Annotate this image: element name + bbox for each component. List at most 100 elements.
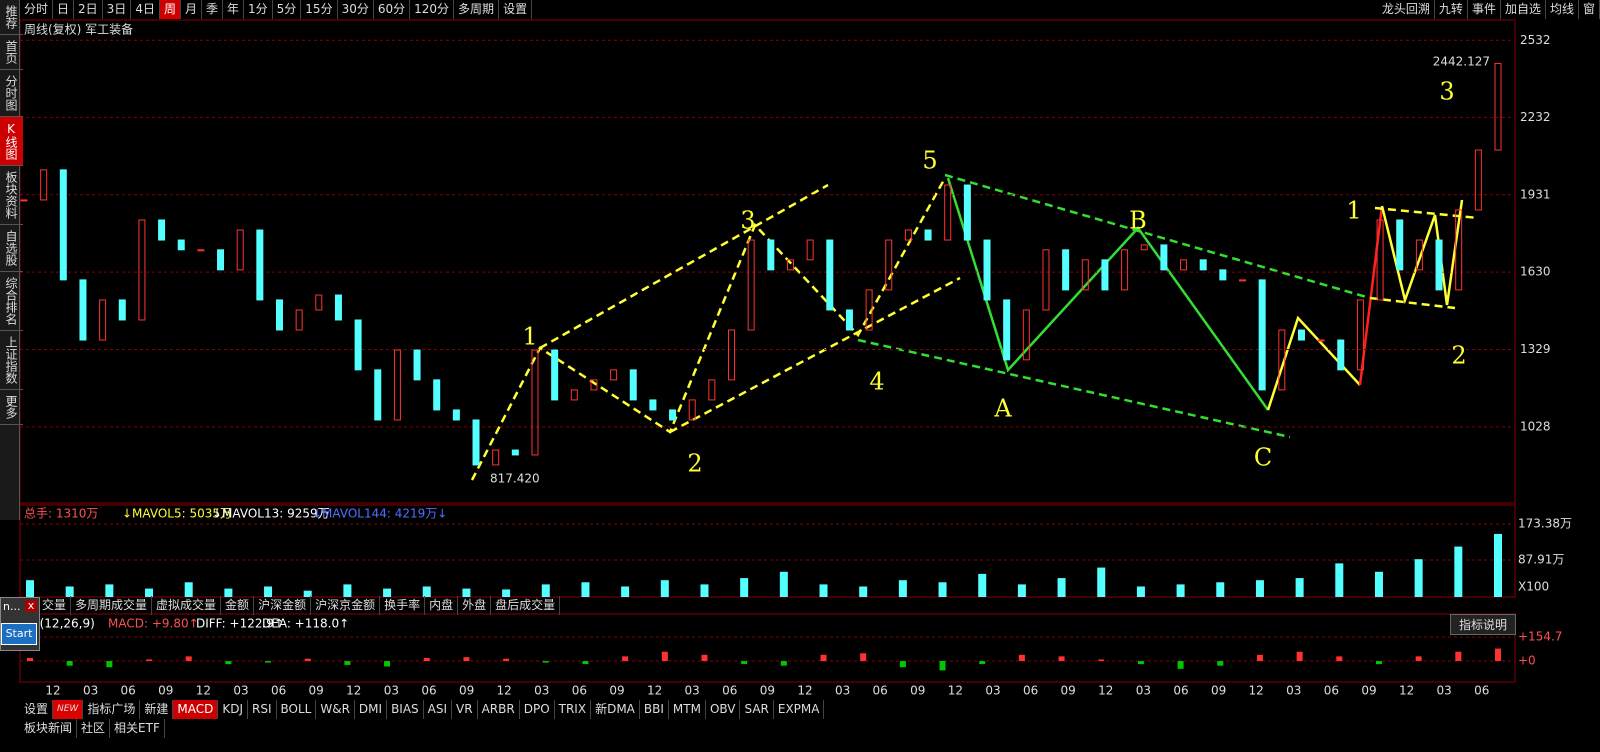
tool-button[interactable]: 加自选 — [1501, 0, 1546, 19]
period-button[interactable]: 30分 — [338, 0, 374, 19]
tool-button[interactable]: 九转 — [1435, 0, 1468, 19]
macd-bar — [979, 661, 986, 665]
candle — [1160, 244, 1168, 271]
right-toolbar: 龙头回溯 九转 事件 加自选 均线窗 — [1378, 0, 1600, 19]
volume-tab[interactable]: 盘后成交量 — [491, 596, 561, 615]
period-button[interactable]: 15分 — [301, 0, 338, 19]
x-tick-label: 03 — [985, 684, 1000, 698]
volume-tab[interactable]: 虚拟成交量 — [152, 596, 222, 615]
volume-tab[interactable]: 沪深京金额 — [311, 596, 381, 615]
volume-tab[interactable]: 内盘 — [425, 596, 459, 615]
bottom-tab[interactable]: 社区 — [77, 719, 111, 738]
indicator-button[interactable]: OBV — [706, 700, 741, 719]
period-button[interactable]: 4日 — [131, 0, 160, 19]
indicator-button[interactable]: BBI — [640, 700, 669, 719]
period-button[interactable]: 60分 — [374, 0, 411, 19]
wave-line — [946, 177, 1270, 411]
indicator-button[interactable]: TRIX — [555, 700, 592, 719]
macd-bar — [503, 658, 510, 662]
indicator-button[interactable]: 设置 — [20, 700, 54, 719]
start-button[interactable]: Start — [1, 623, 37, 645]
period-button[interactable]: 周 — [159, 0, 181, 19]
macd-bar — [1296, 651, 1303, 662]
indicator-button[interactable]: ASI — [424, 700, 453, 719]
indicator-button[interactable]: DMI — [355, 700, 388, 719]
volume-tab[interactable]: 多周期成交量 — [71, 596, 153, 615]
period-button[interactable]: 设置 — [499, 0, 533, 19]
candle — [275, 299, 283, 331]
volume-tab[interactable]: 沪深金额 — [254, 596, 312, 615]
bottom-tab[interactable]: 相关ETF — [110, 719, 165, 738]
indicator-button[interactable]: 新DMA — [591, 700, 640, 719]
candle — [1415, 239, 1423, 271]
sidebar-item[interactable]: 首页 — [0, 35, 23, 70]
channel-line — [539, 183, 829, 350]
sidebar-item[interactable]: K线图 — [0, 117, 23, 166]
period-button[interactable]: 1分 — [244, 0, 273, 19]
indicator-button[interactable]: KDJ — [218, 700, 249, 719]
indicator-help-button[interactable]: 指标说明 — [1450, 614, 1517, 635]
indicator-button[interactable]: EXPMA — [774, 700, 825, 719]
macd-bar — [106, 661, 113, 668]
bottom-tab[interactable]: 板块新闻 — [20, 719, 78, 738]
indicator-button[interactable]: BOLL — [277, 700, 317, 719]
macd-label: MACD: +9.80↑ — [108, 617, 199, 631]
candle — [944, 184, 952, 241]
period-button[interactable]: 多周期 — [454, 0, 500, 19]
period-button[interactable]: 年 — [223, 0, 245, 19]
sidebar: 推荐 首页 分时图 K线图 板块资料 自选股 综合排名 上证指数 更多 — [0, 0, 23, 520]
indicator-button[interactable]: DPO — [520, 700, 555, 719]
indicator-button[interactable]: 新建 — [140, 700, 174, 719]
volume-tab[interactable]: 交量 — [38, 596, 72, 615]
volume-tab[interactable]: 换手率 — [380, 596, 426, 615]
macd-label: DEA: +118.0↑ — [262, 617, 349, 631]
volume-tab[interactable]: 外盘 — [458, 596, 492, 615]
sidebar-item[interactable]: 推荐 — [0, 0, 23, 35]
period-button[interactable]: 5分 — [273, 0, 302, 19]
period-button[interactable]: 季 — [202, 0, 223, 19]
tool-button[interactable]: 均线 — [1546, 0, 1579, 19]
period-button[interactable]: 2日 — [74, 0, 103, 19]
candle — [688, 399, 696, 421]
volume-bar — [303, 590, 312, 597]
candle — [1356, 299, 1364, 371]
high-label: 2442.127 — [1433, 55, 1490, 69]
sidebar-item[interactable]: 自选股 — [0, 225, 23, 272]
sidebar-item[interactable]: 综合排名 — [0, 272, 23, 331]
tool-button[interactable]: 事件 — [1468, 0, 1501, 19]
period-button[interactable]: 分时 — [20, 0, 54, 19]
x-tick-label: 06 — [873, 684, 888, 698]
macd-bar — [344, 661, 351, 665]
x-tick-label: 12 — [1399, 684, 1414, 698]
indicator-button[interactable]: RSI — [248, 700, 277, 719]
tool-button[interactable]: 窗 — [1579, 0, 1600, 19]
sidebar-item[interactable]: 板块资料 — [0, 166, 23, 225]
indicator-button[interactable]: 指标广场 — [83, 700, 141, 719]
candle — [315, 294, 323, 311]
sidebar-item[interactable]: 上证指数 — [0, 331, 23, 390]
indicator-button[interactable]: NEW — [53, 700, 84, 719]
volume-label: ↓MAVOL144: 4219万↓ — [312, 507, 447, 521]
indicator-button[interactable]: MTM — [669, 700, 706, 719]
volume-bar — [26, 580, 34, 597]
volume-bar — [1494, 533, 1502, 597]
x-tick-label: 09 — [910, 684, 925, 698]
indicator-button[interactable]: BIAS — [387, 700, 424, 719]
indicator-button[interactable]: SAR — [740, 700, 774, 719]
sidebar-item[interactable]: 分时图 — [0, 70, 23, 117]
indicator-button[interactable]: W&R — [316, 700, 355, 719]
popup-close[interactable]: x — [25, 600, 37, 612]
period-button[interactable]: 3日 — [103, 0, 132, 19]
candle — [393, 349, 401, 421]
period-button[interactable]: 月 — [181, 0, 202, 19]
period-button[interactable]: 日 — [53, 0, 75, 19]
period-button[interactable]: 120分 — [410, 0, 455, 19]
indicator-button[interactable]: ARBR — [478, 700, 520, 719]
candle — [118, 299, 126, 321]
indicator-button[interactable]: VR — [452, 700, 478, 719]
indicator-button[interactable]: MACD — [173, 700, 219, 719]
sidebar-item[interactable]: 更多 — [0, 390, 23, 425]
volume-tab[interactable]: 金额 — [221, 596, 255, 615]
y-tick-label: 2532 — [1520, 33, 1551, 47]
tool-button[interactable]: 龙头回溯 — [1378, 0, 1435, 19]
